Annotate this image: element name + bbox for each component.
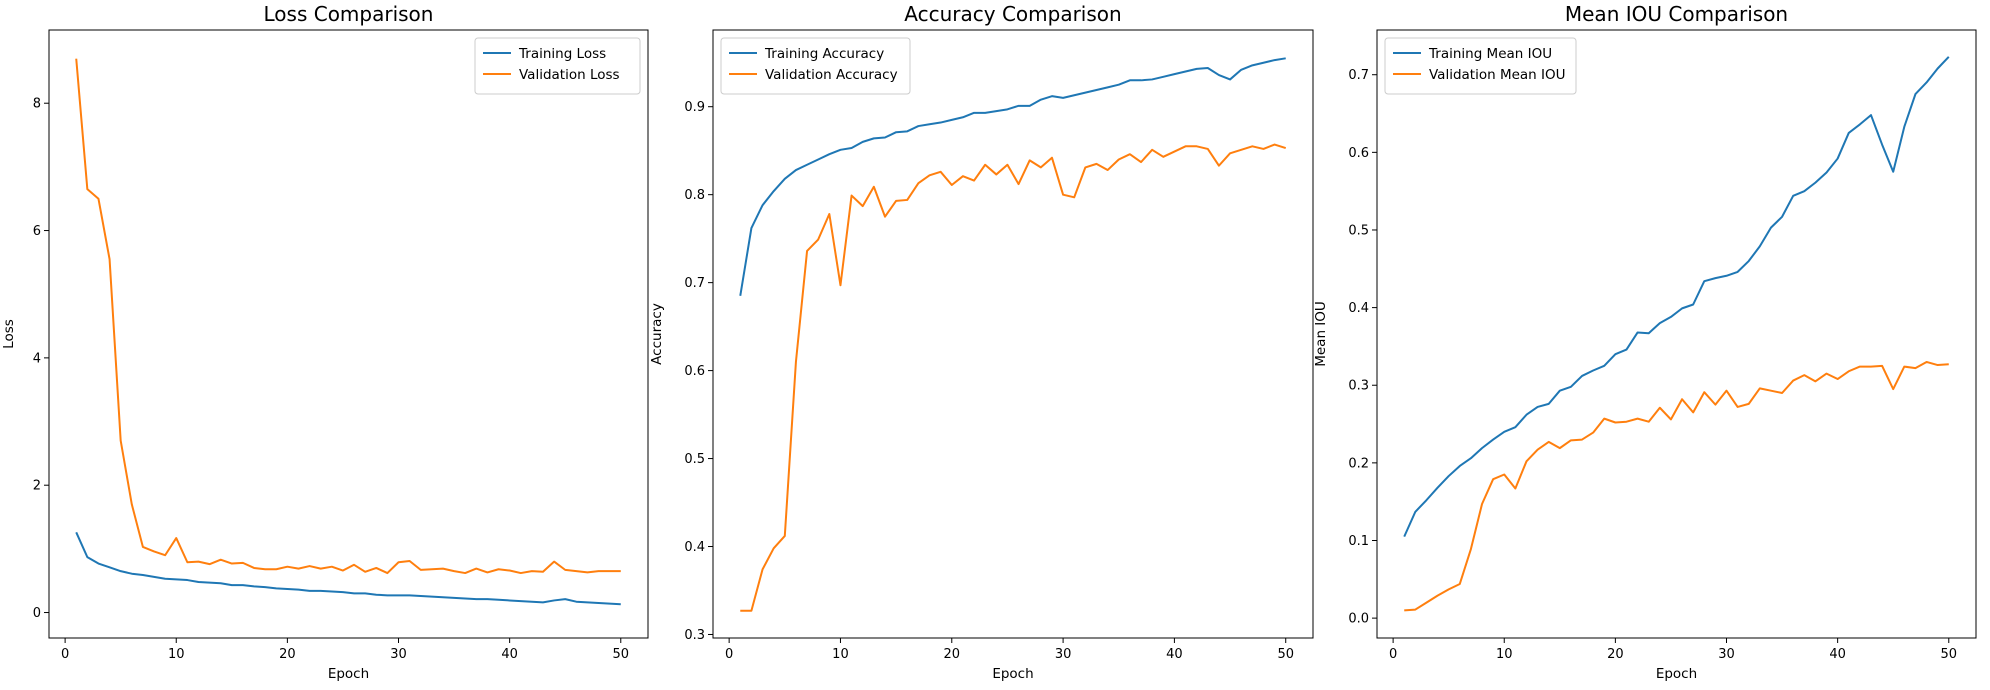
accuracy-legend-box <box>720 37 911 95</box>
training-loss-line <box>75 531 621 606</box>
loss-x-tick-label: 10 <box>168 647 185 662</box>
mean-iou-x-tick-label: 10 <box>1496 647 1513 662</box>
mean-iou-y-tick-label: 0.2 <box>1348 456 1369 471</box>
mean-iou-legend: Training Mean IOU Validation Mean IOU <box>1384 37 1577 95</box>
loss-x-tick-label: 40 <box>501 647 518 662</box>
accuracy-legend: Training Accuracy Validation Accuracy <box>720 37 911 95</box>
accuracy-y-tick-label: 0.9 <box>684 100 705 115</box>
accuracy-x-tick-label: 20 <box>944 647 961 662</box>
mean-iou-y-tick-label: 0.7 <box>1348 68 1369 83</box>
loss-legend-box <box>474 37 641 95</box>
accuracy-y-tick-label: 0.4 <box>684 540 705 555</box>
accuracy-y-tick-label: 0.6 <box>684 364 705 379</box>
loss-y-tick-label: 2 <box>33 479 41 494</box>
loss-y-tick-label: 0 <box>33 606 41 621</box>
mean-iou-y-tick-label: 0.3 <box>1348 379 1369 394</box>
loss-chart-title: Loss Comparison <box>264 2 434 26</box>
mean-iou-x-tick-label: 50 <box>1940 647 1957 662</box>
training-loss-legend-label: Training Loss <box>518 46 606 62</box>
validation-loss-legend-label: Validation Loss <box>519 67 620 83</box>
validation-accuracy-legend-label: Validation Accuracy <box>765 67 898 83</box>
training-mean-iou-legend-label: Training Mean IOU <box>1428 46 1552 62</box>
mean-iou-y-tick-label: 0.4 <box>1348 301 1369 316</box>
accuracy-y-tick-label: 0.3 <box>684 628 705 643</box>
loss-y-tick-label: 6 <box>33 224 41 239</box>
accuracy-x-tick-label: 30 <box>1055 647 1072 662</box>
loss-x-tick-label: 50 <box>612 647 629 662</box>
mean-iou-axes-frame <box>1376 29 1977 639</box>
loss-x-axis-label: Epoch <box>328 666 369 682</box>
mean-iou-x-axis-label: Epoch <box>1656 666 1697 682</box>
loss-legend: Training Loss Validation Loss <box>474 37 641 95</box>
mean-iou-x-tick-label: 0 <box>1389 647 1397 662</box>
mean-iou-legend-box <box>1384 37 1577 95</box>
mean-iou-x-tick-label: 40 <box>1829 647 1846 662</box>
accuracy-y-tick-label: 0.5 <box>684 452 705 467</box>
accuracy-x-tick-label: 40 <box>1166 647 1183 662</box>
mean-iou-y-tick-label: 0.5 <box>1348 223 1369 238</box>
mean-iou-chart-title: Mean IOU Comparison <box>1565 2 1788 26</box>
loss-axes-frame <box>48 29 649 639</box>
validation-mean-iou-legend-label: Validation Mean IOU <box>1429 67 1566 83</box>
accuracy-comparison-panel: Accuracy Comparison Epoch Accuracy 0 10 20… <box>649 2 1314 682</box>
loss-x-tick-label: 30 <box>390 647 407 662</box>
loss-x-tick-label: 0 <box>61 647 69 662</box>
mean-iou-y-tick-label: 0.1 <box>1348 534 1369 549</box>
mean-iou-plot-area: 0 10 20 30 40 50 0.0 0.1 0.2 0.3 0.4 0.5 0.6 0.7 Train… <box>1348 29 1977 662</box>
accuracy-x-tick-label: 10 <box>832 647 849 662</box>
accuracy-x-tick-label: 50 <box>1277 647 1294 662</box>
accuracy-axes-frame <box>712 29 1314 639</box>
validation-loss-line <box>75 58 621 575</box>
loss-y-tick-label: 8 <box>33 97 41 112</box>
mean-iou-x-tick-label: 20 <box>1607 647 1624 662</box>
mean-iou-x-tick-label: 30 <box>1718 647 1735 662</box>
accuracy-x-tick-label: 0 <box>725 647 733 662</box>
mean-iou-comparison-panel: Mean IOU Comparison Epoch Mean IOU 0 10 20… <box>1313 2 1977 682</box>
validation-mean-iou-line <box>1404 360 1949 612</box>
accuracy-plot-area: 0 10 20 30 40 50 0.3 0.4 0.5 0.6 0.7 0.8 0.9 Training… <box>684 29 1314 662</box>
accuracy-chart-title: Accuracy Comparison <box>904 2 1121 26</box>
loss-y-tick-label: 4 <box>33 351 41 366</box>
loss-plot-area: 0 10 20 30 40 50 0 2 4 6 8 Training Loss Validation … <box>33 29 649 662</box>
training-accuracy-legend-label: Training Accuracy <box>764 46 884 62</box>
mean-iou-y-axis-label: Mean IOU <box>1313 301 1329 367</box>
training-mean-iou-line <box>1403 56 1950 538</box>
accuracy-y-tick-label: 0.7 <box>684 276 705 291</box>
training-accuracy-line <box>739 57 1286 296</box>
accuracy-y-tick-label: 0.8 <box>684 188 705 203</box>
loss-y-axis-label: Loss <box>1 319 17 349</box>
accuracy-x-axis-label: Epoch <box>992 666 1033 682</box>
validation-accuracy-line <box>740 143 1287 612</box>
accuracy-y-axis-label: Accuracy <box>649 303 665 365</box>
loss-comparison-panel: Loss Comparison Epoch Loss 0 10 20 30 40 50 0 2… <box>1 2 649 682</box>
mean-iou-y-tick-label: 0.6 <box>1348 146 1369 161</box>
loss-x-tick-label: 20 <box>279 647 296 662</box>
mean-iou-y-tick-label: 0.0 <box>1348 612 1369 627</box>
